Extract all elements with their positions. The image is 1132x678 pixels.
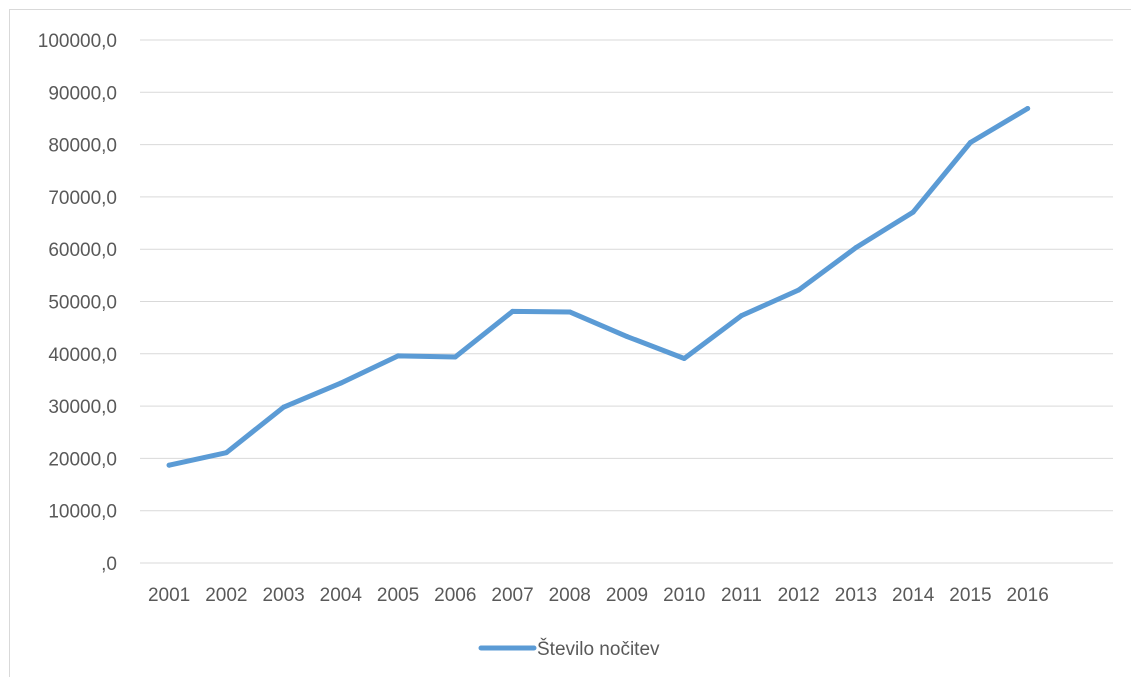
x-tick-label: 2014 xyxy=(892,585,935,606)
data-point xyxy=(223,450,229,456)
y-tick-label: 60000,0 xyxy=(48,240,117,261)
x-tick-label: 2002 xyxy=(205,585,247,606)
y-tick-label: ,0 xyxy=(101,554,117,575)
y-tick-label: 100000,0 xyxy=(38,31,117,52)
y-tick-label: 70000,0 xyxy=(48,188,117,209)
y-tick-label: 50000,0 xyxy=(48,293,117,314)
gridlines xyxy=(140,39,1113,564)
x-tick-label: 2005 xyxy=(377,585,419,606)
data-point xyxy=(624,334,630,340)
x-tick-label: 2001 xyxy=(148,585,190,606)
data-point xyxy=(910,209,916,215)
data-point xyxy=(510,308,516,314)
x-tick-label: 2012 xyxy=(778,585,820,606)
data-point xyxy=(853,245,859,251)
data-point xyxy=(281,404,287,410)
data-point xyxy=(452,354,458,360)
data-point xyxy=(567,309,573,315)
y-tick-label: 30000,0 xyxy=(48,397,117,418)
series-lines xyxy=(166,106,1031,468)
data-point xyxy=(1025,106,1031,112)
data-point xyxy=(681,356,687,362)
x-tick-label: 2004 xyxy=(320,585,363,606)
legend-label: Število nočitev xyxy=(537,638,660,660)
x-axis-tick-labels: 2001 2002 2003 2004 2005 2006 2007 2008 2009 2010… xyxy=(148,585,1049,606)
data-point xyxy=(967,140,973,146)
x-tick-label: 2010 xyxy=(663,585,705,606)
data-point xyxy=(738,313,744,319)
x-tick-label: 2013 xyxy=(835,585,877,606)
y-tick-label: 90000,0 xyxy=(48,83,117,104)
x-tick-label: 2003 xyxy=(262,585,304,606)
data-point xyxy=(395,353,401,359)
data-point xyxy=(338,380,344,386)
x-tick-label: 2008 xyxy=(549,585,591,606)
legend: Število nočitev xyxy=(478,638,660,660)
y-tick-label: 20000,0 xyxy=(48,449,117,470)
x-tick-label: 2011 xyxy=(721,585,762,606)
y-tick-label: 10000,0 xyxy=(48,502,117,523)
chart-frame xyxy=(9,9,1131,677)
x-tick-label: 2009 xyxy=(606,585,648,606)
x-tick-label: 2007 xyxy=(491,585,533,606)
x-tick-label: 2006 xyxy=(434,585,476,606)
x-tick-label: 2016 xyxy=(1007,585,1049,606)
y-axis-tick-labels: ,0 10000,0 20000,0 30000,0 40000,0 50000,0 600… xyxy=(38,31,117,575)
y-tick-label: 40000,0 xyxy=(48,345,117,366)
x-tick-label: 2015 xyxy=(949,585,991,606)
y-tick-label: 80000,0 xyxy=(48,136,117,157)
data-point xyxy=(796,287,802,293)
series-line xyxy=(166,106,1031,468)
data-point xyxy=(166,462,172,468)
